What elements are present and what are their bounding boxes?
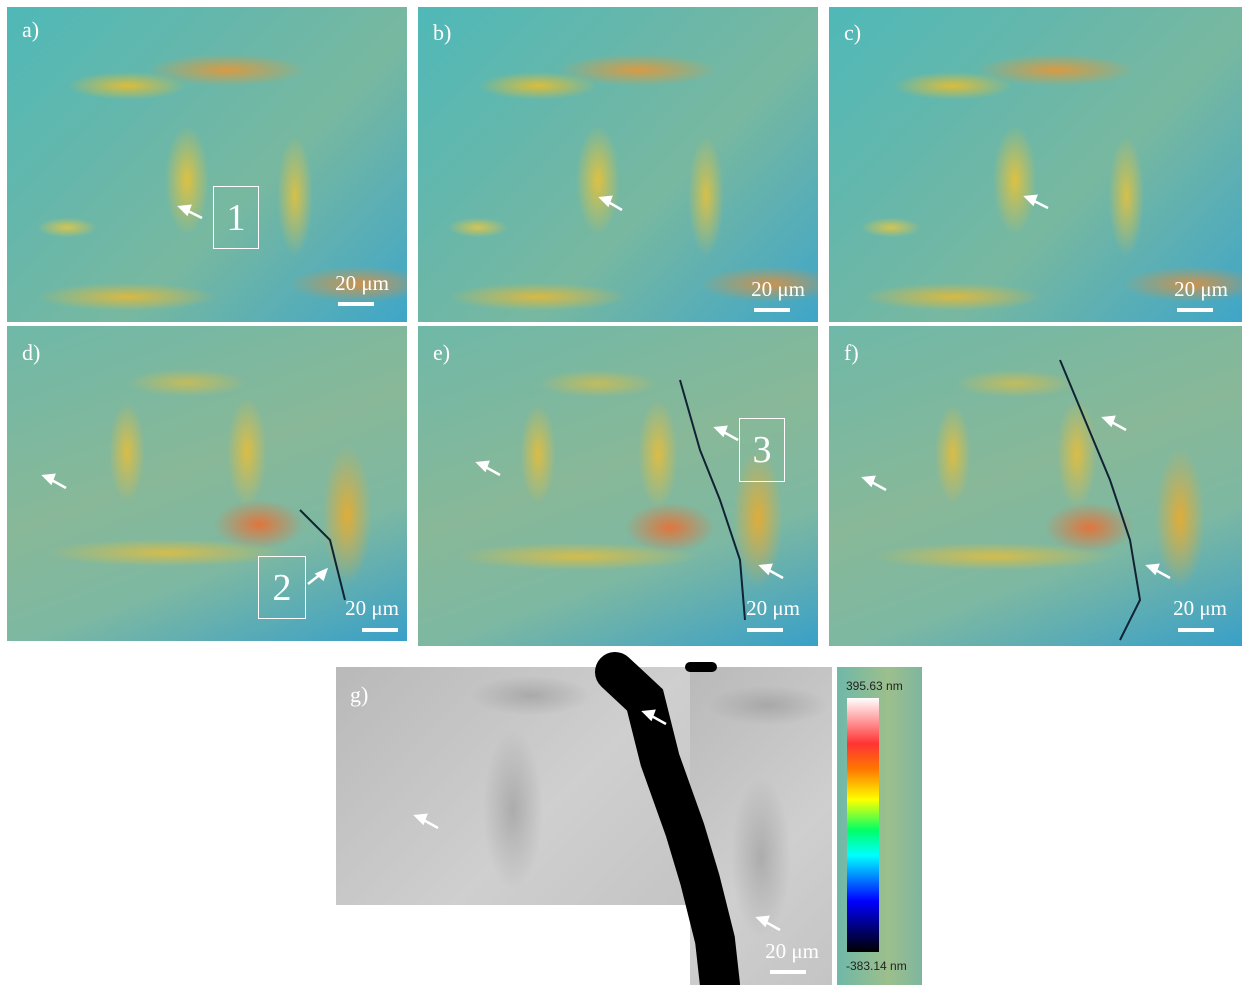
scale-label: 20 μm	[757, 939, 827, 964]
panel-label: g)	[350, 682, 368, 708]
colorbar-max: 395.63 nm	[846, 679, 903, 693]
scale-bar	[1177, 308, 1213, 312]
scale-label: 20 μm	[327, 271, 397, 296]
colorbar-min: -383.14 nm	[846, 959, 907, 973]
scale-label: 20 μm	[743, 277, 813, 302]
scale-label: 20 μm	[738, 596, 808, 621]
panel-label: f)	[844, 340, 859, 366]
panel-label: e)	[433, 340, 450, 366]
arrows	[44, 196, 1170, 930]
scale-label: 20 μm	[1165, 596, 1235, 621]
scale-bar	[770, 970, 806, 974]
scale-bar	[338, 302, 374, 306]
crack	[615, 667, 720, 985]
region-box: 3	[739, 418, 785, 482]
scale-bar	[754, 308, 790, 312]
panel-label: d)	[22, 340, 40, 366]
scale-bar	[747, 628, 783, 632]
panel-label: c)	[844, 20, 861, 46]
scale-bar	[362, 628, 398, 632]
scale-bar	[1178, 628, 1214, 632]
panel-label: a)	[22, 17, 39, 43]
scale-label: 20 μm	[337, 596, 407, 621]
colorbar-gradient	[847, 698, 879, 952]
region-box: 1	[213, 186, 259, 249]
scale-label: 20 μm	[1166, 277, 1236, 302]
region-box: 2	[258, 556, 306, 619]
cracks	[300, 360, 1140, 640]
panel-label: b)	[433, 20, 451, 46]
figure: a) b) c) d) e) f) g) 20 μm 20 μm 20 μm 2…	[0, 0, 1244, 985]
colorbar: 395.63 nm -383.14 nm	[837, 667, 922, 985]
overlay	[0, 0, 1244, 985]
